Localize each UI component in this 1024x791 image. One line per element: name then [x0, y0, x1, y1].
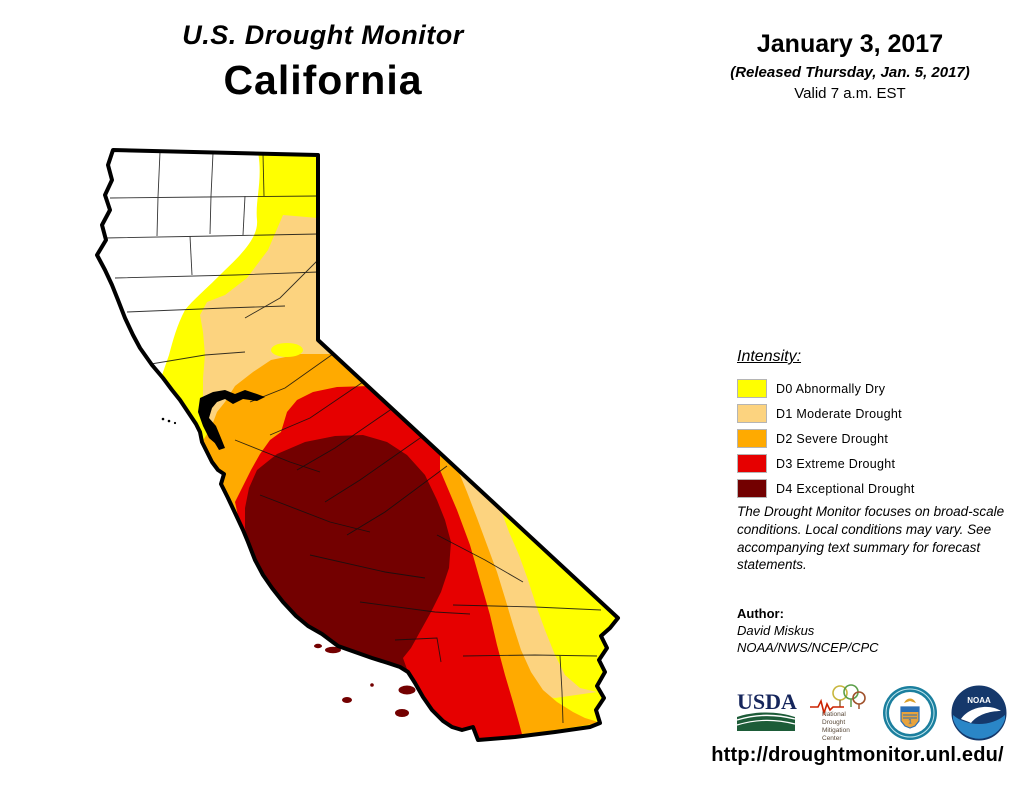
d0-label: D0 Abnormally Dry — [776, 381, 886, 396]
county-boundaries — [104, 151, 602, 724]
report-title: U.S. Drought Monitor — [182, 20, 464, 50]
site-url: http://droughtmonitor.unl.edu/ — [711, 744, 1004, 766]
valid-time: Valid 7 a.m. EST — [794, 85, 906, 102]
ndmc-text-line4: Center — [822, 735, 842, 742]
ndmc-text-line3: Mitigation — [822, 727, 850, 734]
legend-row-d0: D0 Abnormally Dry — [737, 376, 1017, 401]
d2-swatch — [737, 429, 767, 448]
map-svg — [95, 148, 620, 742]
zone-D0-pocket — [271, 343, 303, 357]
commerce-seal-logo: 1 — [882, 685, 938, 746]
date-block: January 3, 2017 (Released Thursday, Jan.… — [700, 30, 1000, 102]
release-date: (Released Thursday, Jan. 5, 2017) — [730, 64, 970, 81]
d3-swatch — [737, 454, 767, 473]
legend-row-d1: D1 Moderate Drought — [737, 401, 1017, 426]
legend-row-d4: D4 Exceptional Drought — [737, 476, 1017, 501]
usda-logo: USDA — [735, 687, 797, 744]
legend-row-d2: D2 Severe Drought — [737, 426, 1017, 451]
sf-bay-water — [198, 390, 265, 444]
state-outline — [95, 148, 620, 742]
region-title: California — [223, 57, 423, 103]
d3-label: D3 Extreme Drought — [776, 456, 896, 471]
zone-none — [97, 150, 260, 378]
channel-islands — [314, 643, 416, 717]
noaa-logo-text: NOAA — [967, 696, 991, 705]
usda-logo-text: USDA — [737, 689, 797, 714]
farallon-islands — [161, 417, 177, 425]
d0-swatch — [737, 379, 767, 398]
logo-row: USDA National Drought Mitigation Center — [735, 683, 1007, 746]
legend-row-d3: D3 Extreme Drought — [737, 451, 1017, 476]
d4-label: D4 Exceptional Drought — [776, 481, 915, 496]
d1-swatch — [737, 404, 767, 423]
legend: Intensity: D0 Abnormally Dry D1 Moderate… — [737, 348, 1017, 501]
svg-text:1: 1 — [908, 719, 912, 725]
title-block: U.S. Drought Monitor California — [88, 20, 558, 104]
zone-D4 — [245, 435, 451, 672]
author-org: NOAA/NWS/NCEP/CPC — [737, 639, 879, 655]
author-heading: Author: — [737, 606, 784, 621]
disclaimer-note: The Drought Monitor focuses on broad-sca… — [737, 504, 1005, 573]
ndmc-logo: National Drought Mitigation Center — [810, 683, 868, 748]
sf-bay-south-arm — [207, 418, 225, 450]
map-date: January 3, 2017 — [756, 30, 944, 58]
author-name: David Miskus — [737, 622, 815, 638]
d2-label: D2 Severe Drought — [776, 431, 889, 446]
noaa-logo: NOAA — [951, 685, 1007, 746]
california-drought-map — [85, 140, 630, 755]
author-block: Author: David Miskus NOAA/NWS/NCEP/CPC — [737, 606, 1013, 657]
ndmc-text-line2: Drought — [822, 719, 845, 726]
d1-label: D1 Moderate Drought — [776, 406, 902, 421]
d4-swatch — [737, 479, 767, 498]
ndmc-text-line1: National — [822, 711, 846, 718]
legend-heading: Intensity: — [737, 348, 802, 365]
